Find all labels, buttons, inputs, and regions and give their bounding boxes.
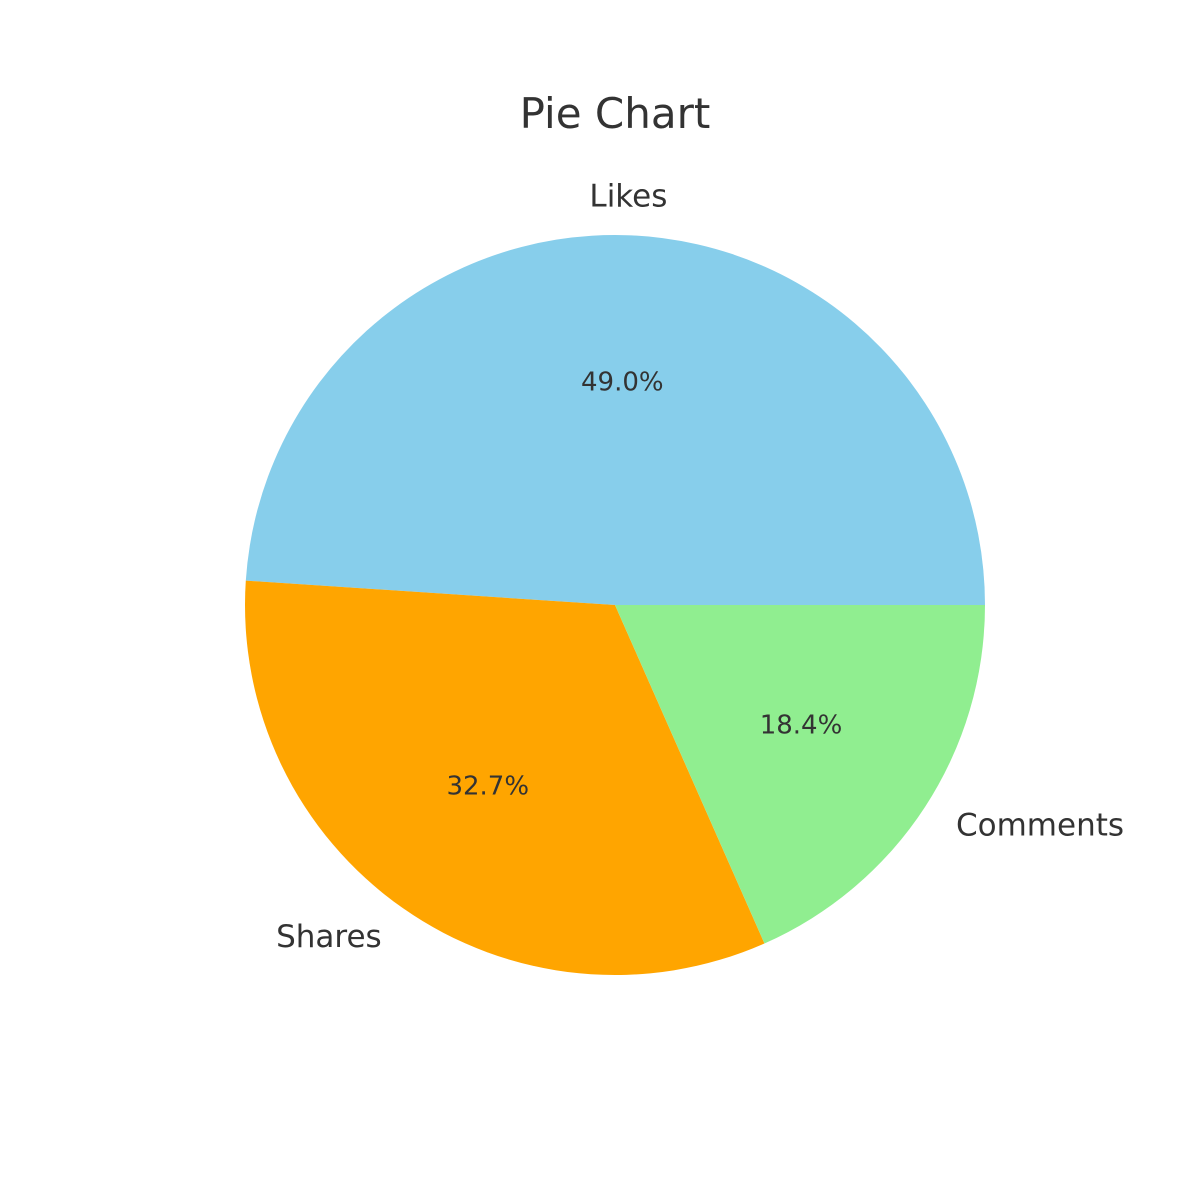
- slice-label-shares: Shares: [276, 919, 382, 955]
- pie-slice-comments: [615, 605, 985, 944]
- pie-labels: Likes 49.0% Shares 32.7% Comments 18.4%: [276, 179, 1124, 955]
- pie-slice-likes: [245, 234, 985, 606]
- percent-label-comments: 18.4%: [760, 711, 843, 741]
- chart-title: Pie Chart: [520, 89, 711, 138]
- percent-label-shares: 32.7%: [446, 771, 529, 801]
- pie-slice-shares: [245, 580, 765, 976]
- slice-label-likes: Likes: [589, 179, 667, 215]
- percent-label-likes: 49.0%: [581, 368, 664, 398]
- pie-slices: [245, 234, 985, 976]
- slice-label-comments: Comments: [956, 808, 1124, 844]
